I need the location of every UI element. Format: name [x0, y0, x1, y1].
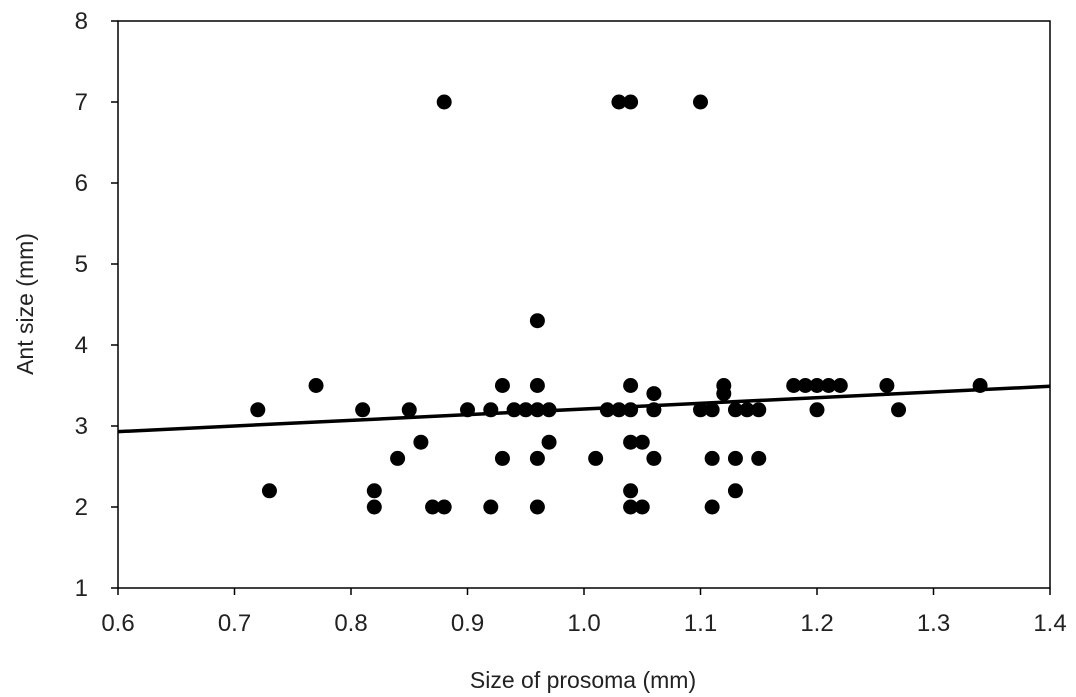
- data-point: [786, 378, 802, 393]
- x-tick-label: 1.1: [684, 610, 717, 637]
- x-axis-ticks: 0.6 0.7 0.8 0.9 1.0 1.1 1.2 1.3 1.4: [101, 588, 1067, 637]
- x-tick-label: 1.3: [917, 610, 950, 637]
- regression-line: [117, 384, 1051, 434]
- data-point: [413, 434, 429, 450]
- y-axis-ticks: 1 2 3 4 5 6 7 8: [75, 8, 118, 602]
- data-point: [704, 450, 720, 466]
- data-point: [623, 483, 639, 499]
- data-point: [623, 499, 639, 515]
- data-point: [739, 402, 755, 418]
- data-point: [355, 402, 371, 418]
- data-point: [809, 402, 825, 418]
- y-tick-label: 5: [75, 251, 88, 278]
- data-point: [623, 434, 639, 450]
- data-point: [366, 499, 382, 515]
- data-point: [727, 402, 743, 418]
- data-point: [727, 450, 743, 466]
- data-point: [460, 402, 475, 418]
- trend-line-group: [117, 384, 1051, 434]
- data-point: [879, 378, 895, 393]
- data-point: [541, 402, 557, 418]
- data-point: [809, 378, 825, 393]
- data-point: [425, 499, 441, 515]
- data-point: [506, 402, 522, 418]
- data-point: [366, 483, 382, 499]
- data-point: [646, 402, 662, 418]
- data-point: [401, 402, 417, 418]
- plot-border: [117, 20, 1051, 589]
- data-point: [727, 483, 743, 499]
- data-point: [751, 450, 767, 466]
- data-point: [891, 402, 907, 418]
- data-point: [308, 378, 324, 393]
- data-point: [623, 94, 639, 110]
- data-point: [693, 402, 708, 418]
- data-point: [529, 499, 545, 515]
- data-point: [390, 450, 406, 466]
- data-point: [972, 378, 988, 393]
- data-point: [483, 402, 499, 418]
- data-point: [821, 378, 837, 393]
- data-point: [716, 386, 732, 402]
- data-point: [494, 378, 510, 393]
- y-tick-label: 4: [75, 332, 88, 359]
- y-tick-label: 6: [75, 170, 88, 197]
- data-points: [250, 94, 988, 515]
- data-point: [797, 378, 813, 393]
- data-point: [634, 434, 650, 450]
- data-point: [611, 94, 627, 110]
- x-tick-label: 1.0: [567, 610, 600, 637]
- y-tick-label: 3: [75, 413, 88, 440]
- data-point: [250, 402, 266, 418]
- data-point: [611, 402, 627, 418]
- data-point: [436, 94, 452, 110]
- x-tick-label: 1.2: [800, 610, 833, 637]
- y-tick-label: 1: [75, 575, 88, 602]
- y-tick-label: 7: [75, 89, 88, 116]
- x-tick-label: 0.6: [101, 610, 134, 637]
- data-point: [693, 94, 708, 110]
- x-tick-label: 0.7: [218, 610, 251, 637]
- x-axis-title: Size of prosoma (mm): [470, 667, 696, 693]
- x-tick-label: 1.4: [1033, 610, 1066, 637]
- data-point: [623, 378, 639, 393]
- y-tick-label: 2: [75, 494, 88, 521]
- data-point: [529, 402, 545, 418]
- data-point: [588, 450, 604, 466]
- data-point: [623, 402, 639, 418]
- data-point: [832, 378, 848, 393]
- data-point: [541, 434, 557, 450]
- x-tick-label: 0.9: [451, 610, 484, 637]
- data-point: [483, 499, 499, 515]
- x-tick-label: 0.8: [334, 610, 367, 637]
- data-point: [529, 450, 545, 466]
- y-axis-title: Ant size (mm): [12, 233, 38, 375]
- data-point: [261, 483, 277, 499]
- data-point: [751, 402, 767, 418]
- data-point: [646, 386, 662, 402]
- data-point: [529, 313, 545, 329]
- data-point: [704, 402, 720, 418]
- data-point: [529, 378, 545, 393]
- data-point: [436, 499, 452, 515]
- y-tick-label: 8: [75, 8, 88, 35]
- data-point: [634, 499, 650, 515]
- plot-frame: [117, 20, 1051, 589]
- data-point: [518, 402, 534, 418]
- data-point: [646, 450, 662, 466]
- data-point: [599, 402, 615, 418]
- data-point: [704, 499, 720, 515]
- data-point: [494, 450, 510, 466]
